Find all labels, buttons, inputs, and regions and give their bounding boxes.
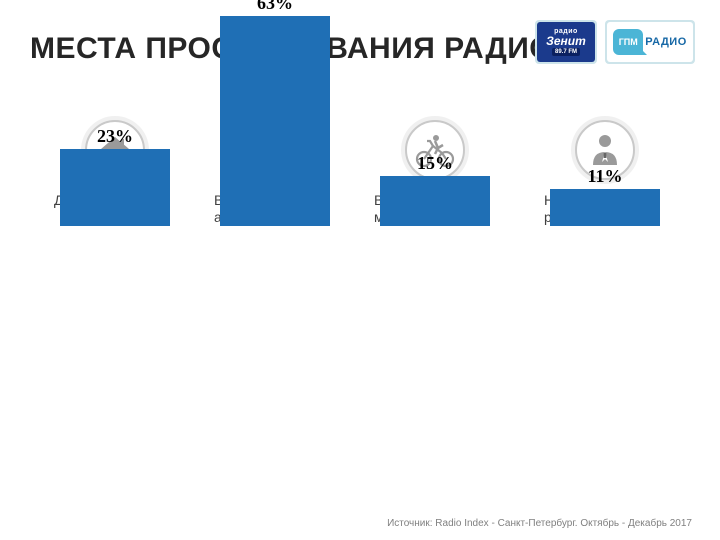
- bar-value-label: 63%: [210, 0, 340, 14]
- bar-zone: 23%: [50, 0, 180, 226]
- chart-column: Дома23%: [50, 120, 180, 226]
- bar-zone: 15%: [370, 0, 500, 226]
- bar: [220, 16, 330, 226]
- bar-zone: 63%: [210, 0, 340, 226]
- bar-value-label: 15%: [370, 153, 500, 174]
- bar-zone: 11%: [540, 0, 670, 226]
- bar-value-label: 23%: [50, 126, 180, 147]
- chart-column: В автомобиле63%: [210, 120, 340, 226]
- chart-column: В других местах15%: [370, 120, 500, 226]
- bar: [380, 176, 490, 226]
- source-footnote: Источник: Radio Index - Санкт-Петербург.…: [387, 518, 692, 531]
- bar-chart: Дома23% В автомобиле63% В других местах1…: [50, 120, 670, 470]
- bar: [550, 189, 660, 226]
- bar-value-label: 11%: [540, 166, 670, 187]
- chart-column: На работе11%: [540, 120, 670, 226]
- bar: [60, 149, 170, 226]
